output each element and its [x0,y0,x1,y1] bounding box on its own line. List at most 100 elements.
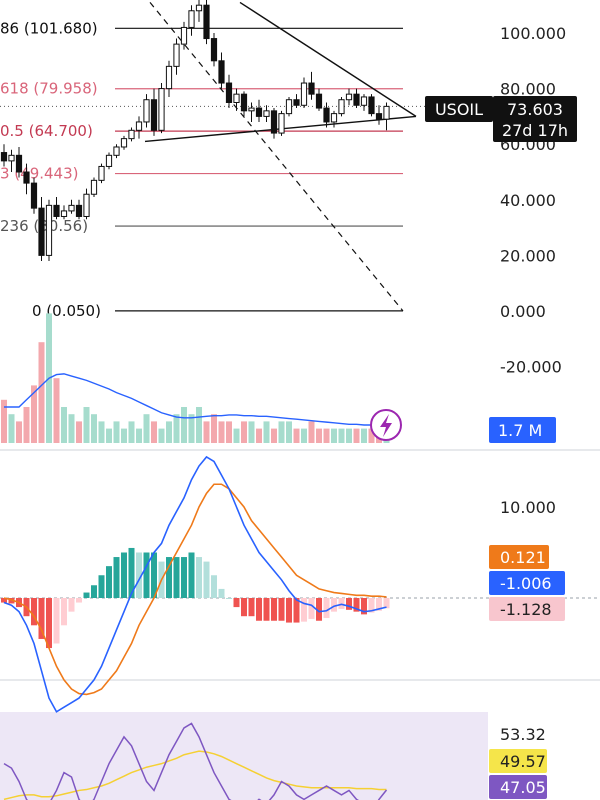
volume-bar [203,421,210,443]
macd-histogram-bar [53,598,60,644]
macd-histogram-bar [1,598,7,603]
volume-bar [368,428,375,443]
macd-tick-label: 10.000 [500,498,556,517]
volume-bar [61,407,67,443]
volume-bar [188,414,195,443]
volume-bar [128,421,135,443]
alert-button[interactable] [370,409,402,441]
volume-value-label: 1.7 M [498,421,542,440]
candle-body [225,82,233,103]
candle-body [150,99,158,131]
candle-body [15,154,23,173]
macd-histogram-bar [8,598,15,604]
candle-body [0,152,8,162]
candles [0,0,390,261]
price-tick-label: 80.000 [500,80,556,99]
candle-body [128,129,135,140]
fib-level-label: 0.5 (64.700) [0,122,93,140]
macd-signal-line [3,483,387,696]
volume-bar [76,421,82,443]
candle-body [315,93,323,109]
macd-signal-label: 0.121 [500,548,546,567]
macd-histogram-bar [346,598,352,610]
macd-histogram-bar [383,598,390,609]
symbol-price-tag: USOIL 73.603 27d 17h [425,96,577,142]
macd-histogram-bar [151,552,157,598]
volume-bar [98,421,105,443]
volume-bar [121,428,127,443]
macd-histogram-bar [256,598,262,621]
symbol-label: USOIL [435,100,483,119]
volume-bar [331,428,337,443]
volume-bar [173,414,180,443]
candle-body [293,99,300,106]
macd-histogram-bar [338,598,345,609]
price-tick-label: 20.000 [500,246,556,265]
macd-histogram-bar [203,561,210,598]
candle-body [210,38,218,62]
macd-histogram-bar [323,598,330,619]
volume-bar [286,421,292,443]
candle-body [60,210,68,217]
price-tick-label: 40.000 [500,191,556,210]
candle-body [368,96,375,115]
volume-bar [301,428,307,443]
candle-body [120,138,128,148]
volume-bar [53,378,60,443]
candle-body [173,43,180,67]
candle-body [143,99,150,123]
macd-histogram-bar [353,598,360,612]
volume-bar [143,414,150,443]
candle-body [195,4,203,12]
volume-bar [256,428,262,443]
volume-bar [233,428,240,443]
macd-histogram-bar [181,557,187,598]
rsi-upper-label: 53.32 [500,725,546,744]
candle-body [45,204,53,256]
macd-histogram-bar [188,552,195,598]
macd-histogram-bar [83,592,90,598]
macd-histogram-bar [316,598,322,621]
fib-level-label: 86 (101.680) [0,19,98,37]
candle-body [135,121,143,131]
volume-ma-line [4,373,387,427]
macd-histogram-bar [368,598,375,613]
volume-bar [158,428,165,443]
macd-histogram-bar [278,598,285,621]
candle-body [83,193,90,217]
macd-histogram-bar [121,552,127,598]
macd-histogram-bar [286,598,292,623]
volume-bar [106,428,112,443]
volume-bar [353,428,360,443]
volume-bar [338,428,345,443]
macd-histogram-bar [218,588,225,598]
symbol-badge [425,96,493,122]
macd-line [3,455,387,713]
candle-body [180,26,188,45]
macd-histogram-bar [38,598,45,639]
rsi-signal-label: 49.57 [500,752,546,771]
volume-bar [68,414,75,443]
macd-histogram-bar [301,598,307,622]
volume-bar [83,407,90,443]
volume-bar [248,421,255,443]
macd-histogram-bar [308,598,315,619]
macd-histogram-bar [226,598,232,599]
candle-body [158,88,165,131]
price-badge [493,96,577,142]
rsi-value-label: 47.05 [500,778,546,797]
last-price-label: 73.603 [507,100,563,119]
macd-histogram-bar [263,598,270,621]
macd-histogram-bar [68,598,75,612]
macd-histogram-bar [61,598,67,626]
candle-body [203,4,210,40]
candle-body [353,93,360,106]
volume-bar [316,428,322,443]
macd-histogram-bar [113,557,120,598]
macd-histogram-bar [98,575,105,598]
volume-bar [218,421,225,443]
volume-bar [38,342,45,443]
macd-histogram-bar [31,598,37,626]
macd-histogram-bar [106,566,112,598]
